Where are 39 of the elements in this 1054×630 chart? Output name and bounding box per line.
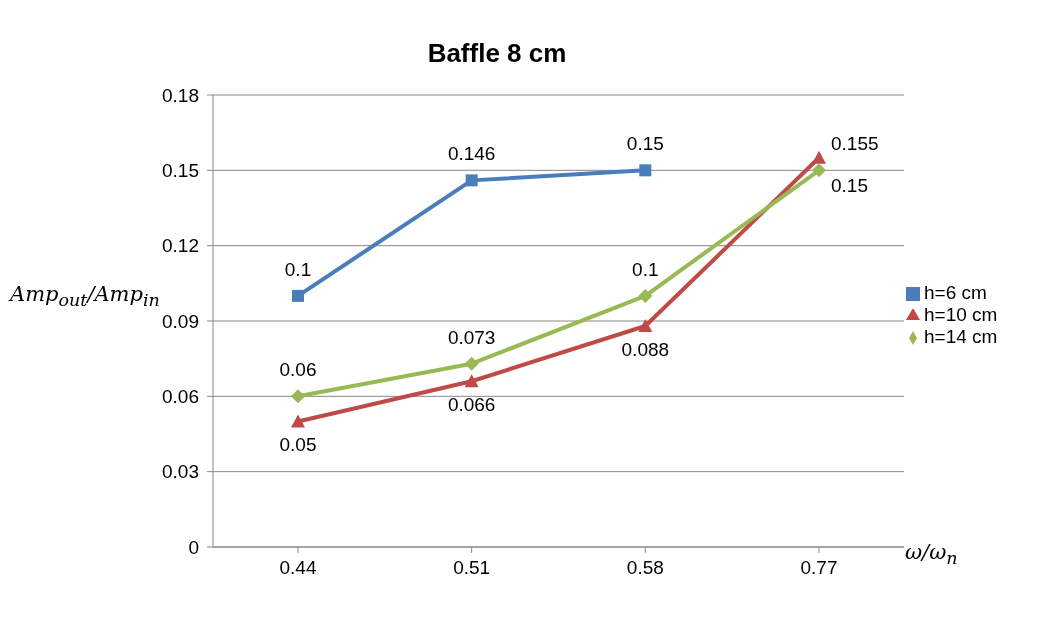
data-label: 0.155	[831, 132, 879, 154]
data-label: 0.066	[447, 394, 496, 416]
legend-label: h=6 cm	[924, 282, 987, 303]
y-tick-label: 0.09	[162, 310, 199, 332]
legend-label: h=10 cm	[924, 304, 998, 325]
point	[292, 289, 304, 302]
x-axis-title: ω/ω$_{n}$	[905, 540, 958, 569]
data-label: 0.1	[632, 258, 659, 280]
point	[812, 163, 826, 178]
y-tick-label: 0.03	[162, 461, 199, 483]
x-tick-label: 0.77	[800, 557, 838, 579]
y-tick-label: 0.18	[162, 84, 199, 106]
point	[291, 414, 305, 428]
y-axis-title: Amp$_{out}$/Amp$_{in}$	[10, 282, 160, 311]
chart-title: Baffle 8 cm	[426, 38, 568, 69]
y-tick-label: 0.12	[162, 235, 199, 257]
point	[464, 356, 479, 371]
data-label: 0.073	[447, 326, 496, 348]
legend-label: h=14 cm	[924, 326, 998, 347]
data-label: 0.1	[284, 258, 312, 280]
point	[638, 319, 653, 333]
data-label: 0.088	[621, 339, 670, 361]
data-label: 0.146	[447, 143, 496, 165]
y-tick-label: 0	[188, 536, 199, 558]
data-label: 0.05	[279, 434, 317, 456]
data-label: 0.06	[279, 359, 317, 381]
x-tick-label: 0.58	[626, 557, 664, 579]
point	[291, 389, 305, 404]
data-label: 0.15	[831, 175, 868, 197]
data-label: 0.15	[626, 133, 664, 155]
x-tick-label: 0.51	[453, 557, 491, 579]
point	[812, 150, 826, 164]
x-tick-label: 0.44	[279, 557, 317, 579]
y-tick-label: 0.15	[162, 160, 199, 182]
point	[464, 374, 479, 388]
point	[638, 288, 653, 303]
point	[465, 174, 478, 187]
point	[639, 164, 652, 177]
y-tick-label: 0.06	[162, 386, 199, 408]
